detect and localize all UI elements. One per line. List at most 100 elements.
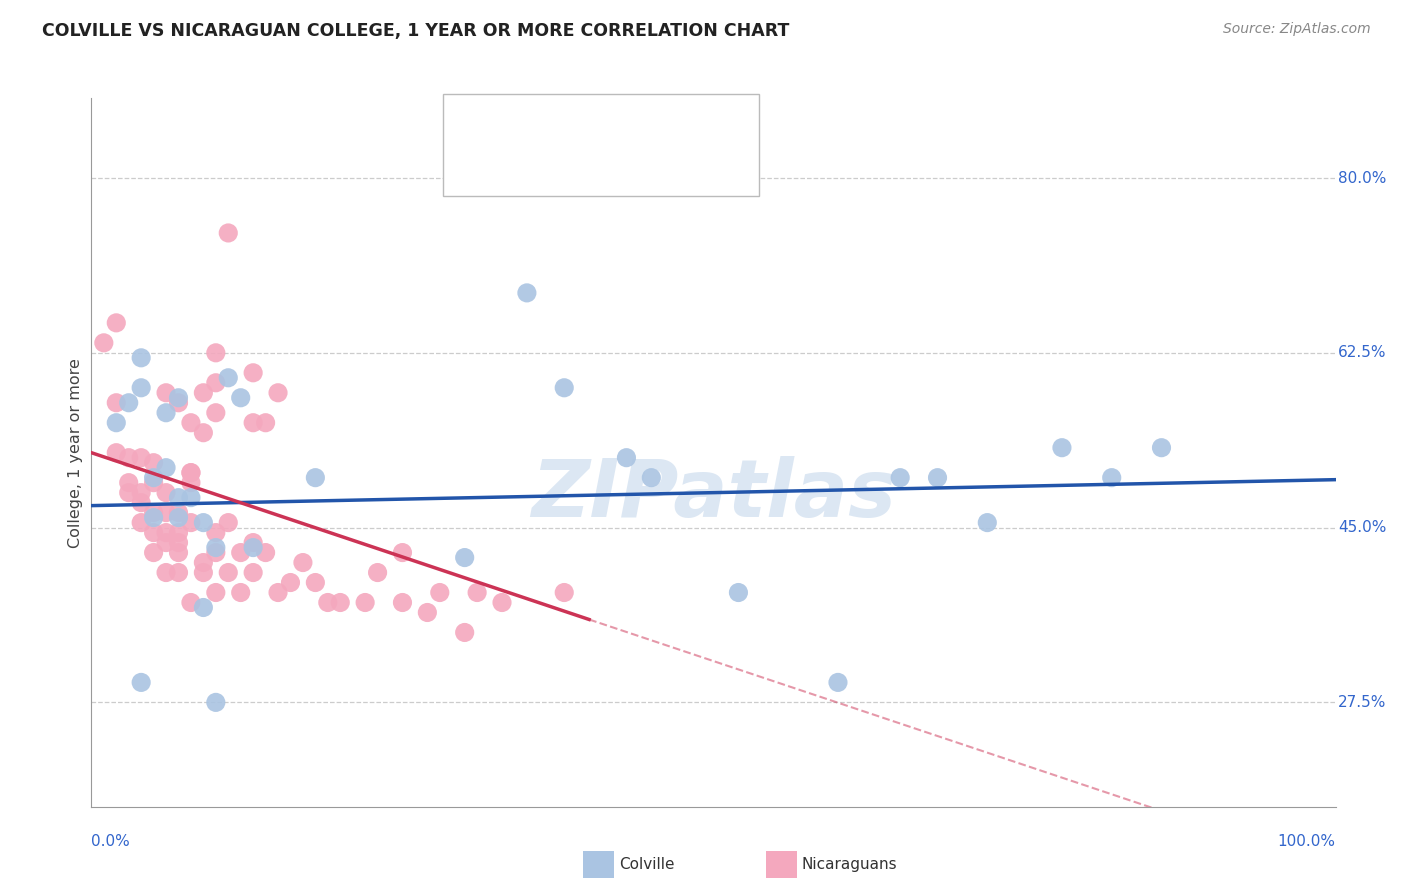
Point [180,466,202,480]
Point [205,376,228,390]
Point [118,485,141,500]
Text: R =  0.078   N = 34: R = 0.078 N = 34 [513,134,675,152]
Point [105,316,128,330]
Point [129,485,152,500]
Point [827,675,849,690]
Point [142,510,165,524]
Point [1150,441,1173,455]
Point [354,595,377,609]
Point [193,600,215,615]
Point [155,535,177,549]
Point [1101,470,1123,484]
Point [129,450,152,465]
Point [391,595,413,609]
Point [180,466,202,480]
Point [180,416,202,430]
Point [616,450,638,465]
Point [167,391,190,405]
Point [105,396,128,410]
Point [142,470,165,484]
Point [205,695,228,709]
Point [416,606,439,620]
Point [217,566,239,580]
Point [129,675,152,690]
Text: ZIPatlas: ZIPatlas [531,456,896,534]
Point [553,381,575,395]
Point [304,575,326,590]
Point [155,485,177,500]
Point [180,595,202,609]
Point [304,470,326,484]
Point [142,456,165,470]
Text: Source: ZipAtlas.com: Source: ZipAtlas.com [1223,22,1371,37]
Text: R = -0.290   N = 72: R = -0.290 N = 72 [513,169,676,186]
Point [889,470,911,484]
Point [129,495,152,509]
Point [316,595,339,609]
Point [453,550,475,565]
Point [167,491,190,505]
Point [180,475,202,490]
Point [267,585,290,599]
Point [217,516,239,530]
Text: 27.5%: 27.5% [1339,695,1386,710]
Point [976,516,998,530]
Point [205,525,228,540]
Point [242,535,264,549]
Point [105,416,128,430]
Point [291,556,314,570]
Point [205,545,228,559]
Point [93,335,115,350]
Point [167,396,190,410]
Point [640,470,662,484]
Point [155,406,177,420]
Point [193,566,215,580]
Point [118,475,141,490]
Point [254,545,277,559]
Point [205,585,228,599]
Point [242,566,264,580]
Point [516,285,538,300]
Point [193,516,215,530]
Point [193,425,215,440]
Point [429,585,451,599]
Point [267,385,290,400]
Point [180,516,202,530]
Point [242,541,264,555]
Point [254,416,277,430]
Text: 0.0%: 0.0% [91,834,131,849]
Point [155,506,177,520]
Point [167,545,190,559]
Point [155,566,177,580]
Point [217,226,239,240]
Point [193,385,215,400]
Point [553,585,575,599]
Point [205,346,228,360]
Point [129,351,152,365]
Point [142,545,165,559]
Point [155,460,177,475]
Point [167,535,190,549]
Point [105,445,128,460]
Point [167,566,190,580]
Y-axis label: College, 1 year or more: College, 1 year or more [67,358,83,548]
Point [229,391,252,405]
Point [193,556,215,570]
Text: Colville: Colville [619,857,673,871]
Point [242,416,264,430]
Point [927,470,949,484]
Text: 80.0%: 80.0% [1339,170,1386,186]
Point [217,371,239,385]
Point [465,585,488,599]
Point [367,566,389,580]
Point [167,510,190,524]
Point [129,381,152,395]
Text: 45.0%: 45.0% [1339,520,1386,535]
Point [142,525,165,540]
Point [118,450,141,465]
Text: Nicaraguans: Nicaraguans [801,857,897,871]
Point [155,385,177,400]
Point [280,575,302,590]
Point [180,491,202,505]
Point [727,585,749,599]
